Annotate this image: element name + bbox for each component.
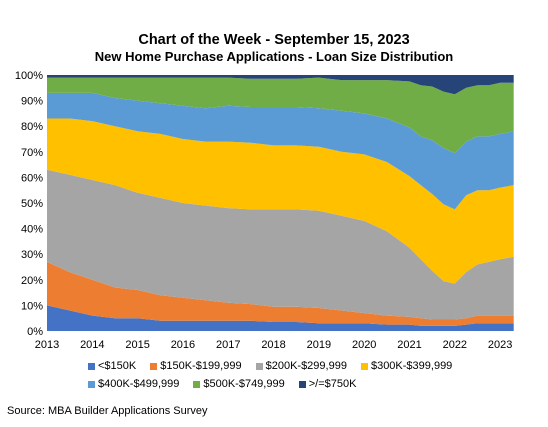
x-tick-label: 2014	[80, 339, 104, 351]
legend-item: >/=$750K	[298, 375, 357, 393]
x-tick-label: 2016	[171, 339, 195, 351]
chart-legend: <$150K $150K-$199,999 $200K-$299,999 $300K-…	[88, 357, 528, 393]
legend-label: $200K-$299,999	[265, 360, 347, 372]
series-area-5	[47, 77, 514, 154]
series-area-6	[47, 75, 514, 95]
x-axis: 2013 2014 2015 2016 2017 2018 2019 2020 2021 2022…	[35, 339, 513, 351]
legend-label: $300K-$399,999	[370, 360, 453, 372]
x-tick-label: 2019	[307, 339, 331, 351]
y-tick-label: 60%	[21, 172, 43, 184]
x-tick-label: 2021	[397, 339, 421, 351]
x-tick-label: 2017	[216, 339, 240, 351]
legend-swatch	[88, 362, 95, 370]
x-tick-label: 2023	[488, 339, 512, 351]
x-tick-label: 2020	[352, 339, 376, 351]
source-note: Source: MBA Builder Applications Survey	[7, 405, 208, 417]
y-tick-label: 70%	[21, 147, 43, 159]
y-tick-label: 0%	[27, 326, 43, 338]
legend-swatch	[360, 362, 368, 370]
legend-row: $400K-$499,999 $500K-$749,999 >/=$750K	[88, 375, 528, 393]
legend-item: $500K-$749,999	[193, 375, 285, 393]
legend-label: <$150K	[98, 360, 137, 372]
x-tick-label: 2018	[261, 339, 285, 351]
legend-swatch	[255, 362, 263, 370]
legend-item: <$150K	[88, 357, 136, 375]
series-area-1	[47, 261, 514, 326]
y-tick-label: 20%	[21, 275, 43, 287]
legend-label: $500K-$749,999	[203, 378, 285, 390]
y-tick-label: 100%	[15, 70, 43, 82]
y-tick-label: 10%	[21, 300, 43, 312]
x-tick-label: 2022	[443, 339, 467, 351]
y-tick-label: 90%	[21, 96, 43, 108]
y-tick-label: 50%	[21, 198, 43, 210]
legend-swatch	[150, 362, 158, 370]
area-chart: 0%10%20%30%40%50%60%70%80%90%100% 2013 20…	[15, 70, 514, 351]
legend-item: $200K-$299,999	[255, 357, 347, 375]
series-area-3	[47, 118, 514, 284]
y-tick-label: 30%	[21, 249, 43, 261]
legend-label: >/=$750K	[308, 378, 357, 390]
legend-label: $400K-$499,999	[98, 378, 180, 390]
y-tick-label: 40%	[21, 224, 43, 236]
legend-label: $150K-$199,999	[160, 360, 242, 372]
legend-row: <$150K $150K-$199,999 $200K-$299,999 $300K-…	[88, 357, 528, 375]
x-tick-label: 2013	[35, 339, 59, 351]
legend-swatch	[193, 380, 201, 388]
y-axis: 0% 10% 20% 30% 40% 50% 60% 70% 80% 90% 100%	[15, 70, 43, 338]
y-tick-label: 80%	[21, 121, 43, 133]
series-areas	[47, 75, 514, 331]
x-tick-label: 2015	[125, 339, 149, 351]
chart-title: Chart of the Week - September 15, 2023	[138, 32, 410, 48]
chart-subtitle: New Home Purchase Applications - Loan Si…	[94, 49, 454, 64]
legend-item: $400K-$499,999	[88, 375, 179, 393]
legend-swatch	[88, 380, 95, 388]
series-area-4	[47, 92, 514, 210]
series-area-2	[47, 169, 514, 320]
legend-swatch	[298, 380, 306, 388]
legend-item: $300K-$399,999	[360, 357, 453, 375]
legend-item: $150K-$199,999	[150, 357, 242, 375]
